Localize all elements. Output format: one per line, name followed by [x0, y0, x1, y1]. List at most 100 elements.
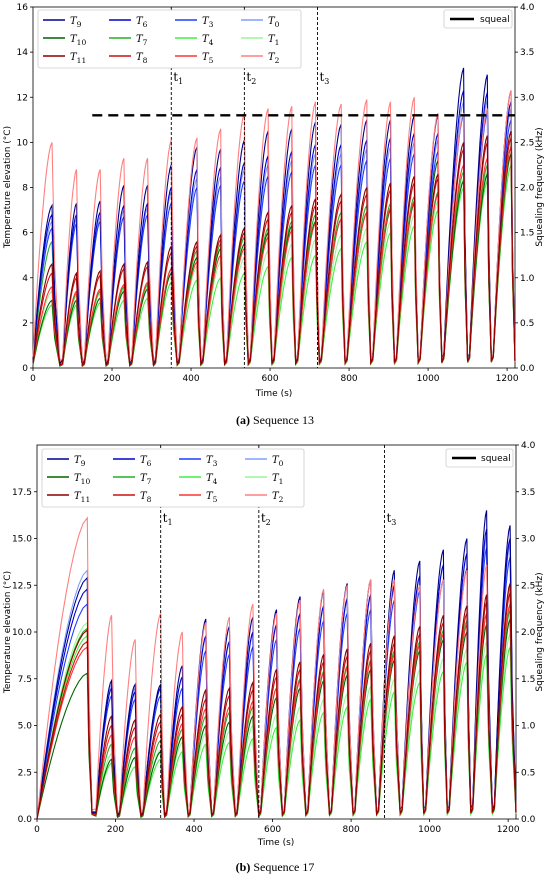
- y2-axis-a: 0.0 0.5 1.0 1.5 2.0 2.5 3.0 3.5 4.0: [515, 3, 535, 374]
- series-line-t4-a: [32, 164, 516, 368]
- y-tick-label-4-a: 4: [22, 274, 28, 284]
- series-line-t11-b: [36, 583, 517, 820]
- legend-label-t6-a: T6: [136, 16, 148, 29]
- legend-label-t3-b: T3: [206, 455, 218, 468]
- x-tick-label-800-a: 800: [340, 374, 357, 384]
- legend-label-t1-b: T1: [272, 473, 283, 486]
- x-tick-label-0-a: 0: [30, 374, 36, 384]
- series-line-t10-b: [36, 618, 517, 820]
- y-tick-label-2.5-b: 2.5: [18, 768, 32, 778]
- legend-label-t0-a: T0: [268, 16, 280, 29]
- y-tick-label-16-a: 16: [17, 3, 29, 13]
- event-label-2-b: t2: [261, 511, 271, 527]
- legend-label-t11-a: T11: [70, 52, 86, 65]
- legend-b: T9 T6 T3 T0 T10 T7 T4 T1 T11 T8 T5 T2: [41, 448, 305, 508]
- x-tick-label-800-b: 800: [343, 825, 360, 835]
- event-label-1-a: t1: [173, 70, 183, 86]
- event-label-3-b: t3: [386, 511, 396, 527]
- y2-tick-label-4.0-a: 4.0: [520, 3, 535, 13]
- legend-label-t10-b: T10: [74, 473, 90, 486]
- y-axis-label-a: Temperature elevation (°C): [3, 126, 13, 249]
- caption-a: (a) Sequence 13: [236, 413, 314, 427]
- caption-b: (b) Sequence 17: [236, 860, 315, 874]
- caption-prefix-a: (a): [236, 413, 250, 427]
- legend-label-t4-b: T4: [206, 473, 218, 486]
- y2-tick-label-0.5-a: 0.5: [520, 319, 534, 329]
- y2-tick-label-0.5-b: 0.5: [521, 768, 535, 778]
- legend-label-t1-a: T1: [268, 34, 279, 47]
- event-label-3-a: t3: [319, 70, 329, 86]
- y-axis-b: 0.0 2.5 5.0 7.5 10.0 12.5 15.0 17.5: [12, 488, 37, 825]
- x-tick-label-200-a: 200: [103, 374, 120, 384]
- x-tick-label-200-b: 200: [107, 825, 124, 835]
- series-lines-b: [36, 510, 517, 820]
- squeal-legend-label-a: squeal: [480, 15, 510, 25]
- x-axis-label-b: Time (s): [257, 838, 295, 848]
- y2-tick-label-2.0-a: 2.0: [520, 184, 535, 194]
- squeal-legend-b: squeal: [445, 448, 514, 468]
- legend-label-t8-b: T8: [140, 491, 152, 504]
- y2-axis-b: 0.0 0.5 1.0 1.5 2.0 2.5 3.0 3.5 4.0: [516, 441, 536, 825]
- x-tick-label-600-a: 600: [261, 374, 278, 384]
- legend-label-t5-b: T5: [206, 491, 218, 504]
- x-tick-label-1000-b: 1000: [418, 825, 441, 835]
- y2-tick-label-1.0-b: 1.0: [521, 722, 536, 732]
- y2-tick-label-1.5-a: 1.5: [520, 229, 534, 239]
- x-axis-a: 0 200 400 600 800 1000 1200: [30, 368, 519, 384]
- y-tick-label-10.0-b: 10.0: [12, 628, 32, 638]
- y2-tick-label-2.5-a: 2.5: [520, 138, 534, 148]
- y-tick-label-14-a: 14: [17, 48, 29, 58]
- x-tick-label-1000-a: 1000: [417, 374, 440, 384]
- x-axis-label-a: Time (s): [255, 389, 293, 399]
- legend-label-t2-b: T2: [272, 491, 284, 504]
- legend-label-t9-b: T9: [74, 455, 86, 468]
- y2-tick-label-0.0-a: 0.0: [520, 364, 535, 374]
- series-line-t11-a: [32, 130, 516, 367]
- y-axis-label-b: Temperature elevation (°C): [3, 571, 13, 694]
- squeal-legend-box-a: [443, 9, 513, 29]
- y2-tick-label-3.5-a: 3.5: [520, 48, 534, 58]
- y2-tick-label-4.0-b: 4.0: [521, 441, 536, 451]
- y2-tick-label-3.0-a: 3.0: [520, 93, 535, 103]
- legend-label-t0-b: T0: [272, 455, 284, 468]
- legend-box-b: [41, 448, 305, 508]
- caption-prefix-b: (b): [236, 860, 251, 874]
- legend-label-t3-a: T3: [202, 16, 214, 29]
- y2-tick-label-0.0-b: 0.0: [521, 815, 536, 825]
- y-tick-label-7.5-b: 7.5: [18, 675, 32, 685]
- y-tick-label-2-a: 2: [22, 319, 28, 329]
- series-lines-a: [32, 67, 516, 368]
- series-line-t2-b: [36, 516, 517, 820]
- x-tick-label-1200-b: 1200: [497, 825, 520, 835]
- y-tick-label-5.0-b: 5.0: [18, 722, 33, 732]
- event-label-1-b: t1: [163, 511, 173, 527]
- legend-label-t6-b: T6: [140, 455, 152, 468]
- legend-label-t10-a: T10: [70, 34, 86, 47]
- y-tick-label-0-a: 0: [22, 364, 28, 374]
- squeal-legend-a: squeal: [443, 9, 513, 29]
- legend-label-t4-a: T4: [202, 34, 214, 47]
- legend-label-t7-b: T7: [140, 473, 152, 486]
- y-axis-a: 0 2 4 6 8 10 12 14 16: [17, 3, 33, 374]
- x-tick-label-400-b: 400: [185, 825, 202, 835]
- chart-panel-b: t1 t2 t3 0 200 400 600 800 1000 1200 0.0 2.5 5.0 7.…: [3, 441, 545, 874]
- y2-tick-label-3.0-b: 3.0: [521, 535, 536, 545]
- legend-label-t7-a: T7: [136, 34, 148, 47]
- y-tick-label-6-a: 6: [22, 229, 28, 239]
- caption-text-a: Sequence 13: [250, 413, 314, 427]
- x-tick-label-600-b: 600: [264, 825, 281, 835]
- y2-tick-label-2.0-b: 2.0: [521, 628, 536, 638]
- y-tick-label-10-a: 10: [17, 138, 29, 148]
- y2-tick-label-1.5-b: 1.5: [521, 675, 535, 685]
- y-tick-label-8-a: 8: [22, 184, 28, 194]
- y-tick-label-0.0-b: 0.0: [18, 815, 33, 825]
- legend-label-t2-a: T2: [268, 52, 280, 65]
- legend-label-t8-a: T8: [136, 52, 148, 65]
- y2-tick-label-2.5-b: 2.5: [521, 581, 535, 591]
- y-tick-label-17.5-b: 17.5: [12, 488, 32, 498]
- caption-text-b: Sequence 17: [250, 860, 314, 874]
- y-tick-label-12.5-b: 12.5: [12, 581, 32, 591]
- y2-tick-label-3.5-b: 3.5: [521, 488, 535, 498]
- x-tick-label-0-b: 0: [34, 825, 40, 835]
